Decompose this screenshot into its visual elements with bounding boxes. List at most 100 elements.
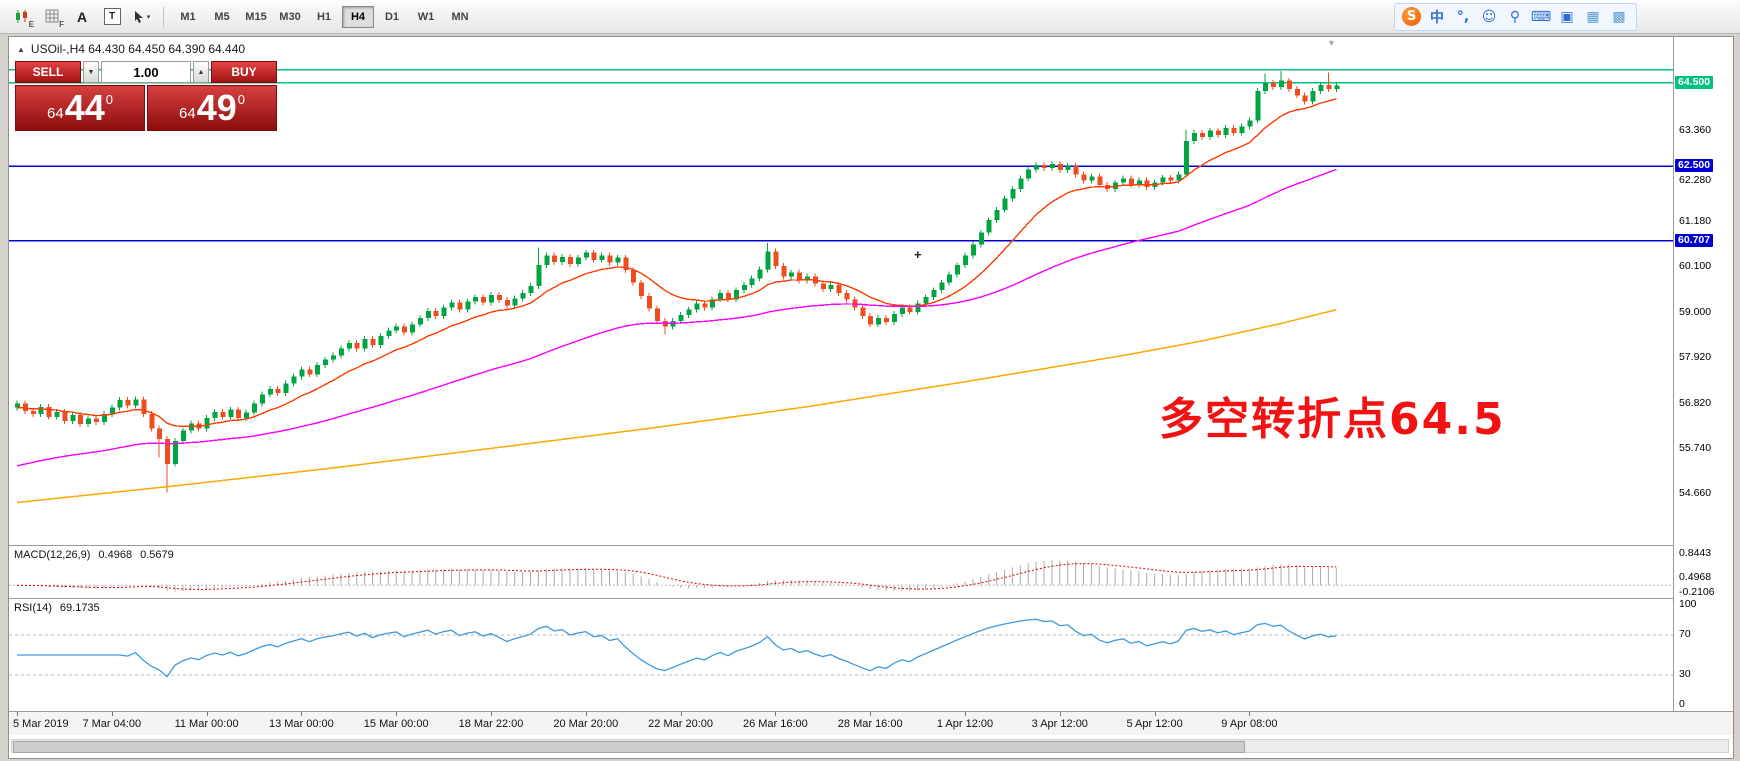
timeframe-button-m15[interactable]: M15 [245, 10, 267, 23]
buy-price-prefix: 64 [179, 104, 196, 122]
rsi-scale-label: 30 [1679, 668, 1691, 680]
grid-icon[interactable]: F [38, 4, 66, 30]
cursor-tool-icon[interactable]: ▾ [128, 4, 156, 30]
price-label: 60.100 [1679, 260, 1712, 273]
sell-price-big: 44 [64, 87, 105, 128]
time-tick [17, 712, 18, 716]
toolbox-icon[interactable]: ▣ [1560, 8, 1574, 25]
macd-scale-label: 0.8443 [1679, 547, 1712, 559]
macd-main-value: 0.4968 [98, 549, 133, 561]
one-click-trade-panel: SELL ▼ ▲ BUY 64 44 0 64 49 0 [15, 61, 277, 131]
time-tick [775, 712, 777, 716]
rsi-title: RSI(14) [14, 602, 52, 614]
macd-panel[interactable] [9, 546, 1673, 597]
voice-input-icon[interactable]: ⚲ [1509, 8, 1521, 25]
input-method-bar: S 中 °, ☺ ⚲ ⌨ ▣ ▦ ▩ [1394, 2, 1637, 31]
letter-a-glyph: A [76, 8, 88, 25]
price-label: 62.280 [1679, 174, 1712, 187]
buy-button[interactable]: BUY [211, 61, 277, 83]
macd-scale-label: 0.4968 [1679, 571, 1712, 583]
buy-price-display[interactable]: 64 49 0 [147, 85, 277, 131]
sell-dropdown[interactable]: ▼ [83, 61, 99, 83]
emoji-icon[interactable]: ☺ [1481, 8, 1497, 25]
price-label: 61.180 [1679, 215, 1712, 228]
punctuation-mode-icon[interactable]: °, [1456, 8, 1470, 25]
scrollbar-thumb[interactable] [13, 741, 1245, 753]
grid-glyph [45, 9, 58, 23]
time-tick [965, 712, 966, 716]
timeframe-button-m30[interactable]: M30 [279, 10, 301, 23]
panel-divider[interactable] [9, 598, 1733, 599]
volume-spinner-up[interactable]: ▲ [193, 61, 209, 83]
sogou-logo-icon[interactable]: S [1402, 7, 1421, 26]
time-tick [491, 712, 492, 716]
chart-annotation[interactable]: 多空转折点64.5 [1159, 394, 1506, 445]
time-tick [1059, 712, 1061, 716]
sell-price-prefix: 64 [47, 104, 64, 122]
chart-shift-marker[interactable]: ▼ [1327, 38, 1336, 48]
symbol-info: ▲ USOil-,H4 64.430 64.450 64.390 64.440 [17, 42, 245, 56]
letter-t-glyph: T [103, 8, 121, 25]
time-label: 5 Mar 2019 [13, 718, 69, 730]
timeframe-button-d1[interactable]: D1 [384, 10, 400, 23]
macd-scale-label: -0.2106 [1679, 586, 1715, 598]
price-label: 63.360 [1679, 124, 1712, 137]
time-label: 28 Mar 16:00 [837, 718, 903, 730]
time-label: 1 Apr 12:00 [936, 718, 994, 730]
timeframe-button-w1[interactable]: W1 [417, 10, 435, 23]
horizontal-scrollbar [11, 739, 1729, 753]
timeframe-button-m1[interactable]: M1 [180, 10, 196, 23]
buy-price-big: 49 [196, 87, 237, 128]
volume-input[interactable] [101, 61, 191, 83]
price-chart[interactable] [9, 37, 1673, 545]
time-tick [680, 712, 682, 716]
icon-sub-label: E [28, 19, 34, 29]
time-tick [396, 712, 398, 716]
time-tick [870, 712, 872, 716]
sell-price-display[interactable]: 64 44 0 [15, 85, 145, 131]
skin-icon[interactable]: ▦ [1586, 8, 1600, 25]
macd-label: MACD(12,26,9) 0.4968 0.5679 [14, 549, 174, 561]
level-price-label: 64.500 [1675, 75, 1714, 89]
crosshair-marker: + [914, 247, 922, 262]
sell-price-sup: 0 [105, 92, 113, 107]
timeframe-button-m5[interactable]: M5 [214, 10, 230, 23]
text-label-icon[interactable]: A [68, 4, 96, 30]
time-label: 18 Mar 22:00 [458, 718, 524, 730]
chinese-mode-icon[interactable]: 中 [1430, 9, 1444, 26]
time-label: 26 Mar 16:00 [742, 718, 808, 730]
time-label: 3 Apr 12:00 [1031, 718, 1088, 730]
cursor-glyph [134, 11, 143, 23]
time-label: 7 Mar 04:00 [82, 718, 142, 730]
layout-icon[interactable]: ▩ [1612, 8, 1626, 25]
price-scale[interactable]: 63.360 62.280 61.180 60.100 59.000 57.920 56.8… [1673, 37, 1733, 711]
time-tick [301, 712, 303, 716]
rsi-panel[interactable] [9, 599, 1673, 710]
symbol-ohlc-text: USOil-,H4 64.430 64.450 64.390 64.440 [30, 42, 246, 56]
sell-button[interactable]: SELL [15, 61, 81, 83]
soft-keyboard-icon[interactable]: ⌨ [1530, 8, 1552, 25]
macd-title: MACD(12,26,9) [14, 549, 91, 561]
chevron-down-icon: ▾ [146, 13, 151, 21]
timeframe-button-mn[interactable]: MN [451, 10, 469, 23]
time-label: 13 Mar 00:00 [268, 718, 334, 730]
level-price-label: 60.707 [1675, 233, 1714, 247]
timeframe-button-h4[interactable]: H4 [342, 5, 374, 28]
price-label: 54.660 [1679, 486, 1712, 499]
candlestick-glyph [16, 9, 27, 23]
icon-sub-label: F [59, 19, 64, 29]
rsi-scale-label: 0 [1679, 698, 1685, 710]
time-label: 20 Mar 20:00 [553, 718, 619, 730]
text-box-icon[interactable]: T [98, 4, 126, 30]
time-tick [1249, 712, 1251, 716]
rsi-scale-label: 70 [1679, 628, 1691, 640]
macd-signal-value: 0.5679 [140, 549, 174, 561]
price-label: 55.740 [1679, 441, 1712, 454]
time-scale[interactable]: 5 Mar 2019 7 Mar 04:00 11 Mar 00:00 13 Mar … [9, 711, 1733, 735]
candlestick-chart-icon[interactable]: E [8, 4, 36, 30]
timeframe-button-h1[interactable]: H1 [316, 10, 332, 23]
rsi-scale-label: 100 [1679, 598, 1697, 610]
time-tick [206, 712, 208, 716]
rsi-value: 69.1735 [59, 602, 100, 614]
panel-divider[interactable] [9, 545, 1733, 546]
